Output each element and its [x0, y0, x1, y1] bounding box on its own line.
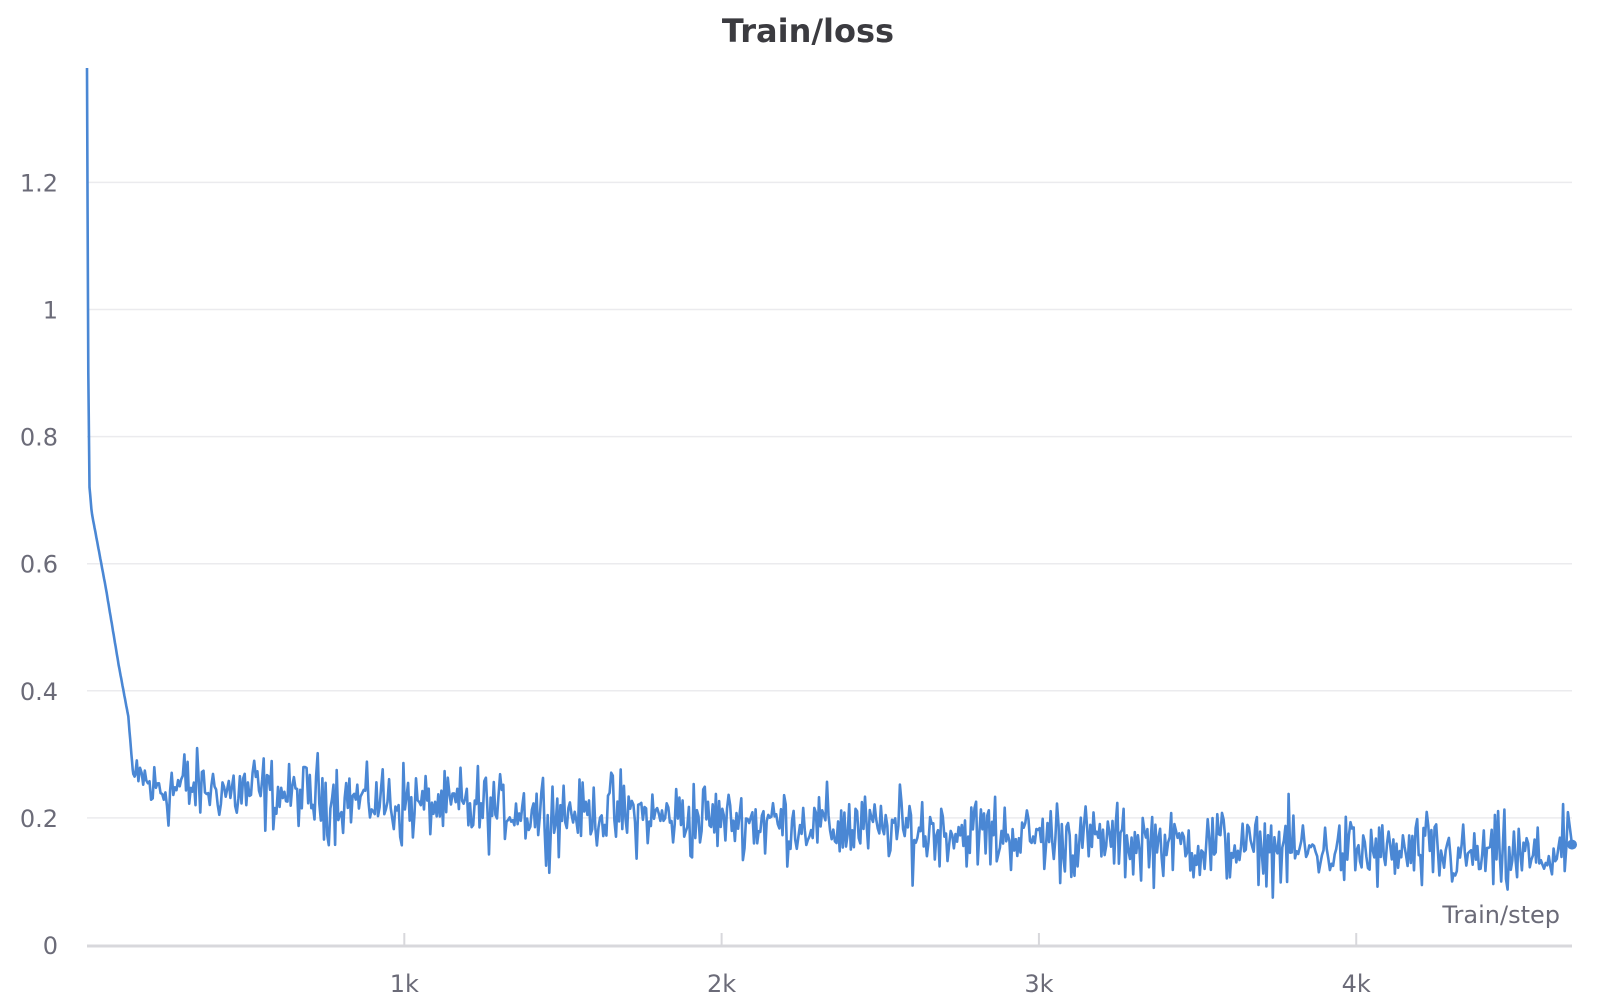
series-layer [85, 67, 1577, 899]
y-tick-label: 0.6 [20, 551, 58, 579]
series-end-point [1567, 839, 1577, 850]
y-tick-label: 0.8 [20, 424, 58, 452]
x-tick-label: 3k [1024, 970, 1053, 998]
y-tick-label: 0.4 [20, 678, 58, 706]
chart-title: Train/loss [722, 12, 894, 50]
y-tick-labels: 0 0.2 0.4 0.6 0.8 1 1.2 [20, 169, 58, 960]
x-tick-label: 1k [390, 970, 419, 998]
x-tick-label: 2k [707, 970, 736, 998]
loss-series-line [85, 67, 1574, 899]
y-tick-label: 0.2 [20, 805, 58, 833]
y-tick-label: 0 [43, 932, 58, 960]
y-tick-label: 1.2 [20, 169, 58, 197]
grid-lines [87, 181, 1572, 819]
x-axis-label: Train/step [1441, 901, 1560, 929]
x-tick-labels: 1k 2k 3k 4k [390, 933, 1371, 998]
x-tick-label: 4k [1342, 970, 1371, 998]
y-tick-label: 1 [43, 296, 58, 324]
